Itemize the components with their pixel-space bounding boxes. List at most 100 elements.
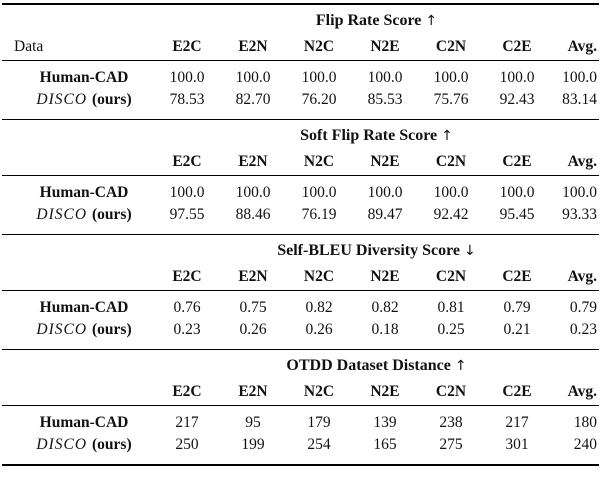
corner-header-empty [2, 149, 154, 176]
disco-wordmark: DISCO [36, 436, 88, 453]
section-self-bleu-diversity-score: Self-BLEU Diversity Score ↓ E2C E2N N2C N… [2, 235, 600, 350]
empty-cell [2, 120, 154, 150]
col-header-e2c: E2C [172, 153, 202, 170]
cell: 100.0 [433, 69, 469, 86]
cell: 95.45 [499, 206, 535, 223]
cell: 92.42 [433, 206, 469, 223]
cell: 76.20 [301, 91, 337, 108]
col-header-e2c: E2C [172, 38, 202, 55]
cell: 100.0 [169, 184, 205, 201]
row-label-human-cad: Human-CAD [39, 414, 129, 431]
col-header-e2n: E2N [238, 383, 268, 400]
cell: 100.0 [367, 69, 403, 86]
cell: 100.0 [433, 184, 469, 201]
cell: 0.82 [371, 299, 399, 316]
cell: 139 [373, 414, 397, 431]
results-table: Flip Rate Score ↑ Data E2C E2N N2C N2E C2… [2, 3, 600, 466]
cell: 100.0 [499, 184, 535, 201]
row-label-disco: DISCO (ours) [2, 434, 154, 465]
cell: 250 [175, 436, 199, 453]
col-header-avg: Avg. [567, 383, 598, 400]
col-header-n2e: N2E [370, 38, 400, 55]
cell: 85.53 [367, 91, 403, 108]
col-header-c2e: C2E [502, 383, 532, 400]
cell: 92.43 [499, 91, 535, 108]
cell: 240 [573, 436, 598, 453]
direction-arrow-icon: ↑ [425, 12, 438, 29]
cell: 0.81 [437, 299, 465, 316]
col-header-e2n: E2N [238, 268, 268, 285]
cell: 0.18 [371, 321, 399, 338]
cell: 100.0 [169, 69, 205, 86]
cell: 179 [307, 414, 331, 431]
section-title: Self-BLEU Diversity Score ↓ [154, 235, 599, 265]
corner-header-empty [2, 264, 154, 291]
col-header-n2c: N2C [303, 383, 335, 400]
ours-suffix: (ours) [92, 91, 132, 108]
cell: 0.23 [173, 321, 201, 338]
disco-wordmark: DISCO [36, 321, 88, 338]
cell: 0.21 [503, 321, 531, 338]
cell: 0.25 [437, 321, 465, 338]
col-header-c2n: C2N [435, 38, 467, 55]
col-header-avg: Avg. [567, 268, 598, 285]
cell: 100.0 [235, 184, 271, 201]
table-row-human-cad: Human-CAD 100.0 100.0 100.0 100.0 100.0 … [2, 61, 599, 90]
cell: 100.0 [499, 69, 535, 86]
cell: 165 [373, 436, 397, 453]
column-header-row: E2C E2N N2C N2E C2N C2E Avg. [2, 149, 600, 176]
table-row-disco: DISCO (ours) 97.55 88.46 76.19 89.47 92.4… [2, 204, 600, 235]
col-header-n2c: N2C [303, 38, 335, 55]
cell: 0.23 [569, 321, 598, 338]
cell: 238 [439, 414, 463, 431]
section-title-text: Soft Flip Rate Score [300, 126, 438, 144]
row-label-disco: DISCO (ours) [2, 319, 154, 350]
cell: 82.70 [235, 91, 271, 108]
cell: 95 [245, 414, 261, 431]
cell: 0.76 [173, 299, 201, 316]
cell: 199 [241, 436, 265, 453]
empty-cell [2, 235, 154, 265]
cell: 100.0 [301, 69, 337, 86]
table-row-disco: DISCO (ours) 250 199 254 165 275 301 240 [2, 434, 600, 465]
direction-arrow-icon: ↓ [464, 242, 476, 259]
row-label-human-cad: Human-CAD [39, 184, 129, 201]
section-title: Soft Flip Rate Score ↑ [154, 120, 599, 150]
cell: 0.79 [569, 299, 598, 316]
cell: 100.0 [235, 69, 271, 86]
row-label-disco: DISCO (ours) [2, 204, 154, 235]
section-title-row: Soft Flip Rate Score ↑ [2, 120, 599, 150]
col-header-n2e: N2E [370, 268, 400, 285]
cell: 275 [439, 436, 463, 453]
cell: 76.19 [301, 206, 337, 223]
cell: 83.14 [562, 91, 598, 108]
section-title-row: OTDD Dataset Distance ↑ [2, 350, 599, 380]
table-row-human-cad: Human-CAD 100.0 100.0 100.0 100.0 100.0 … [2, 176, 599, 205]
col-header-c2n: C2N [435, 383, 467, 400]
cell: 180 [573, 414, 598, 431]
section-title-text: OTDD Dataset Distance [286, 356, 451, 374]
cell: 100.0 [301, 184, 337, 201]
empty-cell [2, 4, 154, 34]
cell: 100.0 [367, 184, 403, 201]
col-header-e2n: E2N [238, 153, 268, 170]
section-flip-rate-score: Flip Rate Score ↑ Data E2C E2N N2C N2E C2… [2, 4, 600, 120]
row-label-human-cad: Human-CAD [39, 69, 129, 86]
col-header-n2e: N2E [370, 383, 400, 400]
col-header-c2n: C2N [435, 268, 467, 285]
cell: 89.47 [367, 206, 403, 223]
section-title: Flip Rate Score ↑ [154, 4, 599, 34]
empty-cell [2, 350, 154, 380]
cell: 100.0 [562, 184, 598, 201]
col-header-avg: Avg. [567, 153, 598, 170]
cell: 78.53 [169, 91, 205, 108]
corner-header-empty [2, 379, 154, 406]
cell: 0.75 [239, 299, 267, 316]
section-title-row: Self-BLEU Diversity Score ↓ [2, 235, 599, 265]
cell: 0.26 [305, 321, 333, 338]
section-title-text: Self-BLEU Diversity Score [277, 241, 461, 259]
cell: 217 [175, 414, 199, 431]
col-header-c2e: C2E [502, 38, 532, 55]
ours-suffix: (ours) [92, 436, 132, 453]
